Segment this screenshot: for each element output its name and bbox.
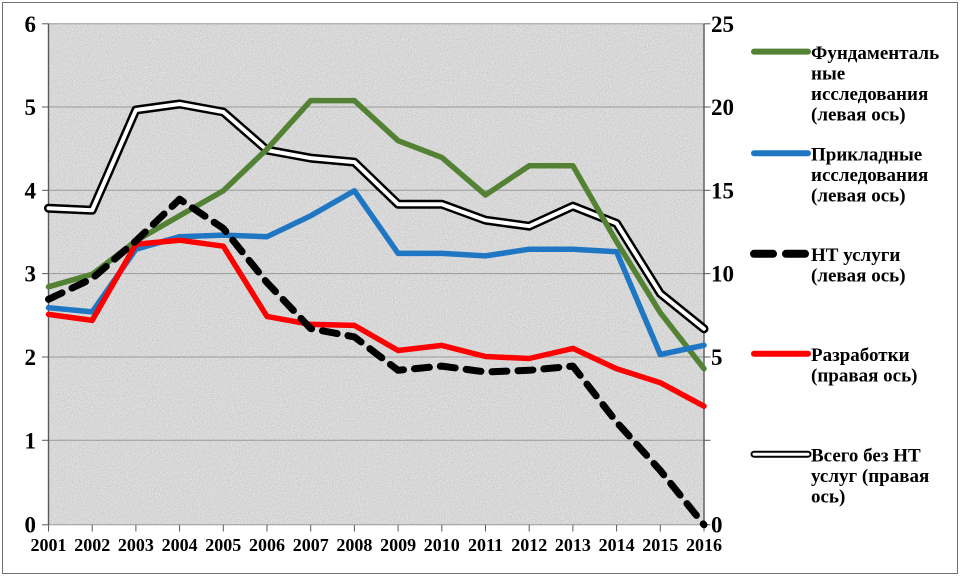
svg-text:2001: 2001: [31, 535, 67, 555]
svg-text:(левая ось): (левая ось): [811, 105, 906, 126]
svg-text:1: 1: [25, 429, 37, 454]
svg-text:2006: 2006: [249, 535, 285, 555]
svg-text:Фундаменталь: Фундаменталь: [811, 43, 939, 64]
svg-text:(левая ось): (левая ось): [811, 266, 906, 287]
svg-text:2002: 2002: [74, 535, 110, 555]
svg-text:исследования: исследования: [811, 165, 928, 186]
svg-text:НТ услуги: НТ услуги: [811, 245, 900, 266]
svg-text:15: 15: [711, 179, 734, 204]
svg-text:3: 3: [25, 262, 37, 287]
svg-text:2005: 2005: [205, 535, 241, 555]
svg-text:5: 5: [25, 95, 37, 120]
svg-text:0: 0: [711, 513, 723, 538]
svg-text:2015: 2015: [642, 535, 678, 555]
svg-text:10: 10: [711, 262, 734, 287]
svg-text:2009: 2009: [380, 535, 416, 555]
svg-text:6: 6: [25, 12, 37, 37]
svg-text:2011: 2011: [468, 535, 503, 555]
svg-text:(левая ось): (левая ось): [811, 186, 906, 207]
svg-text:4: 4: [25, 179, 37, 204]
svg-text:2004: 2004: [162, 535, 198, 555]
svg-text:услуг (правая: услуг (правая: [811, 466, 929, 487]
svg-text:Прикладные: Прикладные: [811, 145, 922, 166]
svg-text:2016: 2016: [686, 535, 722, 555]
svg-text:2013: 2013: [555, 535, 591, 555]
svg-text:исследования: исследования: [811, 84, 928, 105]
svg-text:ось): ось): [811, 487, 845, 508]
svg-text:Разработки: Разработки: [811, 345, 910, 366]
svg-text:2: 2: [25, 345, 37, 370]
svg-text:2012: 2012: [511, 535, 547, 555]
svg-text:0: 0: [25, 513, 37, 538]
svg-text:ные: ные: [811, 64, 845, 85]
svg-text:5: 5: [711, 345, 723, 370]
svg-text:2008: 2008: [336, 535, 372, 555]
svg-text:(правая ось): (правая ось): [811, 366, 917, 387]
svg-text:2007: 2007: [293, 535, 329, 555]
svg-text:2003: 2003: [118, 535, 154, 555]
svg-text:Всего без НТ: Всего без НТ: [811, 446, 921, 467]
svg-text:25: 25: [711, 12, 734, 37]
svg-text:20: 20: [711, 95, 734, 120]
svg-text:2010: 2010: [424, 535, 460, 555]
svg-text:2014: 2014: [599, 535, 635, 555]
